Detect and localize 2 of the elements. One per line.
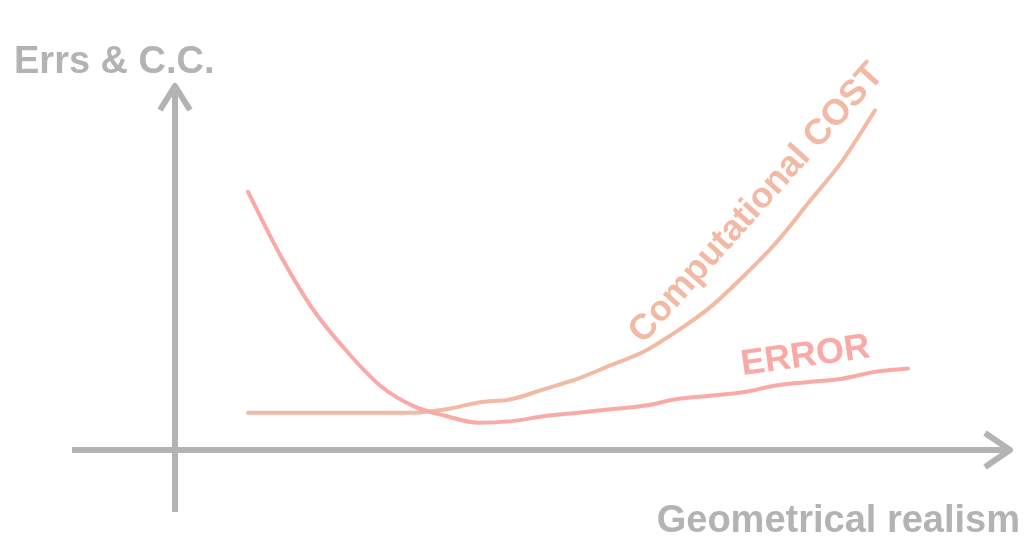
- x-axis-title: Geometrical realism: [656, 498, 1020, 539]
- y-axis-title: Errs & C.C.: [14, 39, 215, 81]
